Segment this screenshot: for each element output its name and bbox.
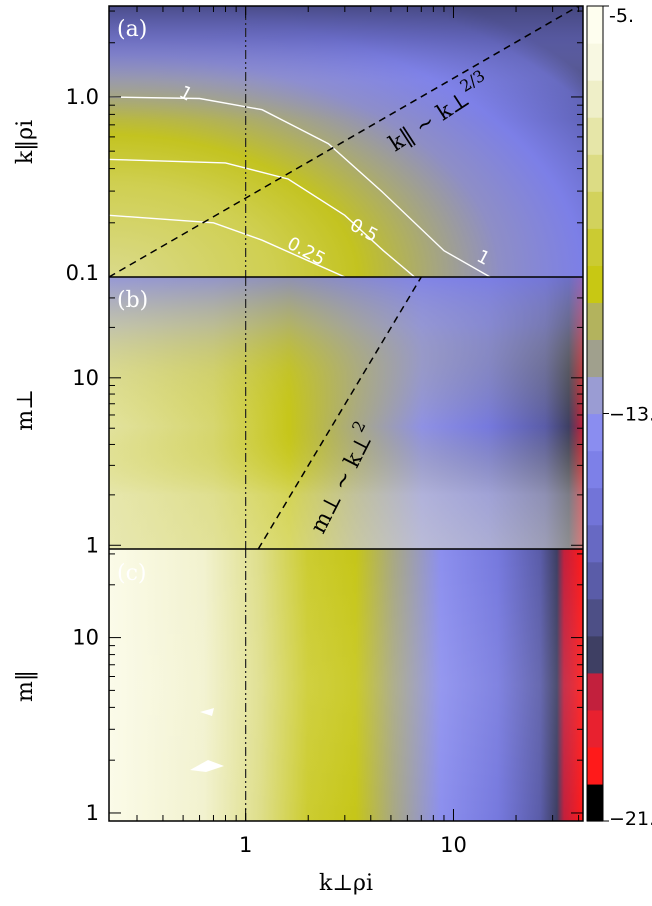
colorbar-segment (587, 450, 603, 489)
colorbar-segment (587, 709, 603, 748)
y-tick-label: 10 (72, 626, 99, 650)
colorbar-segment (587, 746, 603, 785)
colorbar-segment (587, 6, 603, 44)
panel-c-heatmap-shade (109, 549, 583, 821)
colorbar-segment (587, 43, 603, 81)
y-tick-label: 1.0 (66, 85, 99, 109)
panel-a-heatmap-shade (109, 6, 583, 277)
panel-c-bright-patch (190, 760, 224, 772)
contour-line (109, 158, 416, 277)
colorbar-segment (587, 117, 603, 155)
scaling-line (257, 277, 422, 549)
colorbar-segment (587, 487, 603, 526)
colorbar-ticks: -5. −13. −21. (603, 5, 652, 830)
colorbar-segment (587, 339, 603, 378)
colorbar-segment (587, 302, 603, 341)
y-tick-label: 10 (72, 366, 99, 390)
panel-b-label: (b) (117, 288, 148, 313)
panel-b-lines (245, 277, 422, 549)
colorbar-segment (587, 154, 603, 192)
panel-a-lines (109, 6, 579, 277)
y-axis-title-c: m‖ (13, 670, 38, 702)
panel-b-heatmap-shade (109, 277, 583, 549)
colorbar-segment (587, 265, 603, 303)
axis-ticks: 0.1 1.0 1 10 1 10 1 10 (66, 6, 583, 857)
colorbar-segment (587, 413, 603, 452)
colorbar-segment (587, 80, 603, 118)
y-tick-label: 0.1 (66, 261, 99, 285)
x-tick-label: 1 (239, 833, 252, 857)
colorbar-segment (587, 635, 603, 674)
colorbar-segment (587, 376, 603, 415)
y-axis-title-a: k‖ρi (13, 120, 38, 164)
panel-c: (c) (109, 549, 583, 821)
scaling-line (109, 6, 579, 277)
x-tick-label: 10 (440, 833, 467, 857)
colorbar-segment (587, 672, 603, 711)
colorbar-segment (587, 191, 603, 229)
x-axis-title: k⊥ρi (319, 871, 373, 896)
colorbar-segment (587, 598, 603, 637)
contour-line (109, 214, 346, 277)
panel-c-label: (c) (117, 561, 147, 586)
panel-b: (b) m⊥ ∼ k⊥2 (109, 277, 583, 549)
colorbar-segment (587, 524, 603, 563)
panel-a: 110.50.25 (a) k‖ ∼ k⊥2/3 (109, 6, 583, 277)
y-tick-label: 1 (86, 801, 99, 825)
contour-line (109, 96, 491, 277)
y-tick-label: 1 (86, 533, 99, 557)
colorbar-tick-label: −13. (609, 404, 652, 426)
colorbar (587, 6, 603, 822)
colorbar-segment (587, 561, 603, 600)
colorbar-segment (587, 228, 603, 266)
y-axis-title-b: m⊥ (13, 389, 38, 431)
plot-frame (108, 5, 584, 822)
colorbar-tick-label: -5. (609, 5, 634, 27)
panel-c-bright-patch (200, 708, 214, 716)
panel-a-label: (a) (117, 17, 147, 42)
colorbar-segment (587, 783, 603, 822)
colorbar-tick-label: −21. (609, 808, 652, 830)
